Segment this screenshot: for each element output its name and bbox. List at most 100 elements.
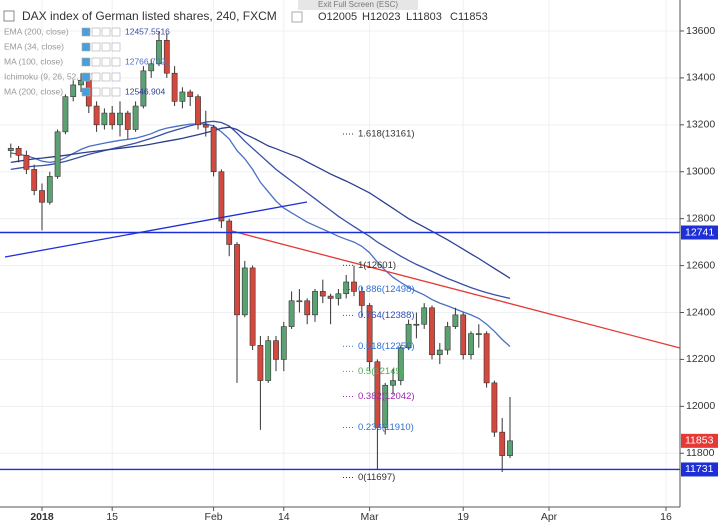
candle-body xyxy=(15,147,22,156)
y-tick-label: 12200 xyxy=(686,353,715,365)
header: DAX index of German listed shares, 240, … xyxy=(3,9,488,23)
candle-body xyxy=(117,112,123,126)
candle-body xyxy=(296,300,303,303)
legend-value: 12457.5516 xyxy=(125,26,170,36)
trend-line xyxy=(227,229,681,349)
legend-button[interactable] xyxy=(91,27,101,37)
collapse-icon[interactable] xyxy=(3,10,15,22)
ohlc-label: L11803 xyxy=(406,11,442,23)
settings-icon[interactable] xyxy=(291,11,303,23)
candle-body xyxy=(23,155,30,170)
x-tick-label: 14 xyxy=(278,511,290,523)
candle-body xyxy=(405,323,412,348)
candle-body xyxy=(163,40,170,74)
candle-body xyxy=(70,84,77,97)
candle-body xyxy=(93,105,100,126)
candle-body xyxy=(483,333,490,384)
legend-button[interactable] xyxy=(91,72,101,82)
candle-body xyxy=(257,345,264,381)
y-tick-label: 11800 xyxy=(686,447,715,459)
legend-button[interactable] xyxy=(111,57,121,67)
price-tag-label: 11731 xyxy=(685,463,714,475)
y-tick-label: 13600 xyxy=(686,25,715,37)
candle-body xyxy=(210,126,217,173)
candle-body xyxy=(358,291,365,306)
fib-label: 0.618(12256) xyxy=(358,341,415,352)
candle-body xyxy=(452,314,459,327)
ohlc-label: O12005 xyxy=(318,11,357,23)
candle-body xyxy=(234,244,240,316)
legend-button[interactable] xyxy=(101,42,111,52)
candle-body xyxy=(132,105,139,130)
x-tick-label: 2018 xyxy=(30,511,54,523)
price-tag-label: 12741 xyxy=(685,226,714,238)
legend-button[interactable] xyxy=(81,87,91,97)
x-tick-label: Feb xyxy=(205,511,223,523)
x-tick-label: Mar xyxy=(361,511,380,523)
candle-body xyxy=(491,382,498,433)
y-tick-label: 13000 xyxy=(686,166,715,178)
legend-button[interactable] xyxy=(101,72,111,82)
legend-button[interactable] xyxy=(111,72,121,82)
fib-label: 0.5(12149) xyxy=(358,366,404,377)
candle-body xyxy=(429,307,435,356)
legend-button[interactable] xyxy=(81,57,91,67)
legend-button[interactable] xyxy=(91,87,101,97)
candle-body xyxy=(351,281,357,292)
legend-button[interactable] xyxy=(111,27,121,37)
chart-title: DAX index of German listed shares, 240, … xyxy=(22,9,277,23)
legend-button[interactable] xyxy=(111,42,121,52)
fullscreen-hint[interactable]: Exit Full Screen (ESC) xyxy=(318,0,398,9)
legend-name: EMA (34, close) xyxy=(4,41,64,51)
ohlc-label: H12023 xyxy=(362,11,401,23)
legend-button[interactable] xyxy=(81,42,91,52)
legend: EMA (200, close) 12457.5516 EMA (34, close… xyxy=(4,26,170,97)
fullscreen-tab[interactable] xyxy=(298,0,418,10)
candle-body xyxy=(366,305,373,363)
legend-button[interactable] xyxy=(101,87,111,97)
legend-name: EMA (200, close) xyxy=(4,26,69,36)
candle-body xyxy=(179,91,186,102)
candle-body xyxy=(265,340,272,381)
candle-body xyxy=(312,291,318,316)
y-tick-label: 13400 xyxy=(686,72,715,84)
candle-body xyxy=(507,440,513,456)
candle-body xyxy=(202,124,209,128)
candle-body xyxy=(499,431,506,456)
candle-body xyxy=(327,295,334,299)
x-tick-label: 15 xyxy=(106,511,118,523)
legend-button[interactable] xyxy=(81,72,91,82)
legend-button[interactable] xyxy=(91,42,101,52)
candle-body xyxy=(468,333,474,356)
candle-body xyxy=(156,40,162,65)
legend-value: 12546.904 xyxy=(125,86,165,96)
candle-body xyxy=(421,307,428,325)
candle-body xyxy=(382,384,389,428)
candle-body xyxy=(7,147,14,151)
axes: 11800 12000 12200 12400 12600 12800 13000 13200… xyxy=(30,25,718,523)
candle-body xyxy=(319,291,326,297)
candle-body xyxy=(124,112,131,130)
legend-name: Ichimoku (9, 26, 52, 26) xyxy=(4,71,93,81)
fib-label: 0.236(11910) xyxy=(358,422,414,433)
candle-body xyxy=(273,340,279,360)
candle-body xyxy=(460,314,467,356)
candle-body xyxy=(436,349,443,356)
legend-button[interactable] xyxy=(101,27,111,37)
last-price-tag xyxy=(681,433,718,448)
legend-button[interactable] xyxy=(81,27,91,37)
candle-body xyxy=(249,267,256,346)
candle-body xyxy=(390,380,396,386)
candle-body xyxy=(140,70,147,107)
candle-body xyxy=(39,190,45,203)
candle-body xyxy=(171,72,178,102)
legend-button[interactable] xyxy=(111,87,121,97)
legend-button[interactable] xyxy=(101,57,111,67)
price-tag xyxy=(681,462,718,477)
candle-body xyxy=(397,347,404,381)
candle-body xyxy=(335,293,342,299)
candle-body xyxy=(195,96,201,126)
fib-label: 1(12601) xyxy=(358,260,396,271)
legend-button[interactable] xyxy=(91,57,101,67)
